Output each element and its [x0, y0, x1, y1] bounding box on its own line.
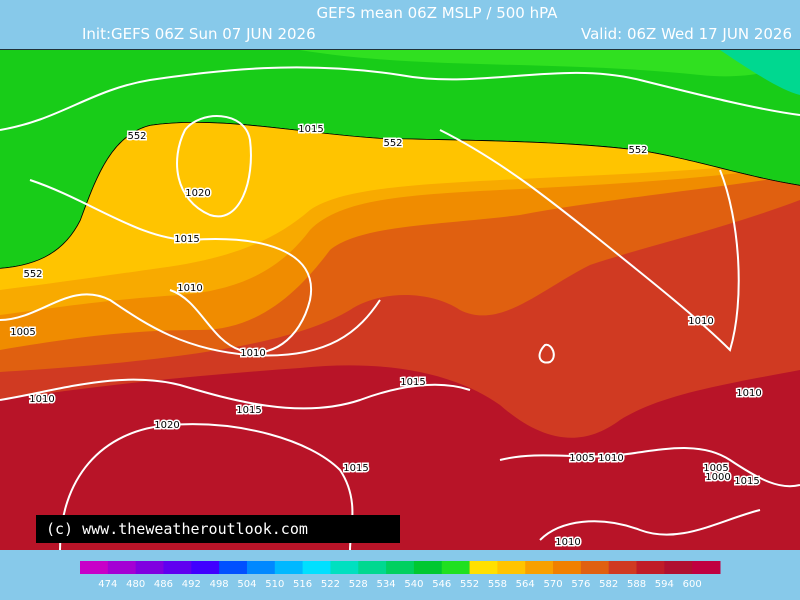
- colorbar-swatch: [469, 561, 498, 574]
- colorbar-tick-label: 492: [182, 579, 201, 590]
- colorbar-tick-label: 534: [377, 579, 396, 590]
- contour-label: 1010: [29, 394, 54, 405]
- colorbar-swatch: [135, 561, 164, 574]
- colorbar-swatch: [107, 561, 137, 574]
- colorbar-swatch: [580, 561, 610, 574]
- colorbar-swatch: [80, 561, 109, 574]
- contour-label: 1010: [240, 348, 265, 359]
- colorbar-swatch: [274, 561, 304, 574]
- colorbar-swatch: [497, 561, 526, 574]
- map: (c) www.theweatheroutlook.com: [0, 49, 800, 551]
- contour-label: 1010: [736, 388, 761, 399]
- colorbar-tick-label: 546: [432, 579, 451, 590]
- contour-label: 552: [628, 145, 647, 156]
- contour-label: 1015: [734, 476, 759, 487]
- colorbar-tick-label: 594: [655, 579, 674, 590]
- colorbar-swatch: [386, 561, 415, 574]
- colorbar-tick-label: 474: [98, 579, 117, 590]
- contour-label: 1015: [400, 377, 425, 388]
- colorbar-tick-label: 564: [516, 579, 535, 590]
- isobar: [0, 293, 381, 357]
- colorbar-tick-label: 522: [321, 579, 340, 590]
- colorbar-swatch: [330, 561, 359, 574]
- colorbar-swatch: [441, 561, 471, 574]
- isobar: [439, 129, 740, 352]
- copyright-box: [36, 515, 400, 543]
- contour-label: 1005: [10, 327, 35, 338]
- isobar: [0, 378, 471, 410]
- colorbar-tick-label: 600: [683, 579, 702, 590]
- colorbar-tick-label: 558: [488, 579, 507, 590]
- contour-label: 552: [23, 269, 42, 280]
- valid-time: Valid: 06Z Wed 17 JUN 2026: [581, 25, 792, 43]
- colorbar-swatch: [302, 561, 331, 574]
- colorbar-tick-label: 552: [460, 579, 479, 590]
- contour-label: 1000: [705, 472, 730, 483]
- colorbar-swatch: [246, 561, 276, 574]
- colorbar-tick-label: 588: [627, 579, 646, 590]
- colorbar-swatch: [163, 561, 192, 574]
- contour-label: 1005: [703, 463, 728, 474]
- contour-label: 552: [127, 131, 146, 142]
- contour-label: 1015: [298, 124, 323, 135]
- contour-label: 1005: [569, 453, 594, 464]
- isobar: [538, 343, 555, 364]
- colorbar-tick-label: 480: [126, 579, 145, 590]
- contour-label: 1015: [236, 405, 261, 416]
- isobar: [0, 66, 800, 131]
- copyright: (c) www.theweatheroutlook.com: [46, 520, 308, 538]
- colorbar-tick-label: 576: [571, 579, 590, 590]
- colorbar-swatch: [692, 561, 721, 574]
- title: GEFS mean 06Z MSLP / 500 hPA: [317, 4, 559, 22]
- contour-label: 1010: [598, 453, 623, 464]
- colorbar-swatch: [636, 561, 665, 574]
- colorbar-tick-label: 582: [599, 579, 618, 590]
- isobar: [176, 115, 252, 218]
- contour-label: 1010: [555, 537, 580, 548]
- colorbar-swatch: [608, 561, 638, 574]
- contour-label: 1020: [154, 420, 179, 431]
- colorbar-swatch: [553, 561, 582, 574]
- colorbar-swatch: [664, 561, 693, 574]
- colorbar-tick-label: 504: [237, 579, 256, 590]
- band-green: [0, 50, 800, 268]
- colorbar-tick-label: 498: [210, 579, 229, 590]
- contour-label: 1015: [174, 234, 199, 245]
- colorbar-tick-label: 570: [543, 579, 562, 590]
- colorbar-swatch: [219, 561, 248, 574]
- colorbar-swatch: [413, 561, 443, 574]
- isobar: [539, 509, 761, 541]
- band: [720, 50, 800, 95]
- colorbar-tick-label: 528: [349, 579, 368, 590]
- isobar: [499, 447, 800, 488]
- band: [300, 50, 800, 77]
- contour-label: 1020: [185, 188, 210, 199]
- colorbar-swatch: [525, 561, 554, 574]
- contour-labels: 552 1015 552 552 1020 1015 552 1010 1005 1010 1010…: [9, 123, 763, 550]
- colorbar-tick-label: 540: [404, 579, 423, 590]
- contour-label: 1010: [177, 283, 202, 294]
- colorbar-tick-label: 516: [293, 579, 312, 590]
- init-time: Init:GEFS 06Z Sun 07 JUN 2026: [82, 25, 316, 43]
- colorbar-tick-label: 510: [265, 579, 284, 590]
- isobar: [59, 423, 354, 551]
- contour-label: 552: [383, 138, 402, 149]
- colorbar-swatch: [191, 561, 220, 574]
- contour-label: 1015: [343, 463, 368, 474]
- colorbar: 474 480 486 492 498 504 510 516 522 528 534 540 546 5…: [80, 561, 721, 590]
- contour-label: 1010: [688, 316, 713, 327]
- colorbar-tick-label: 486: [154, 579, 173, 590]
- isobar: [29, 179, 313, 354]
- colorbar-swatch: [358, 561, 387, 574]
